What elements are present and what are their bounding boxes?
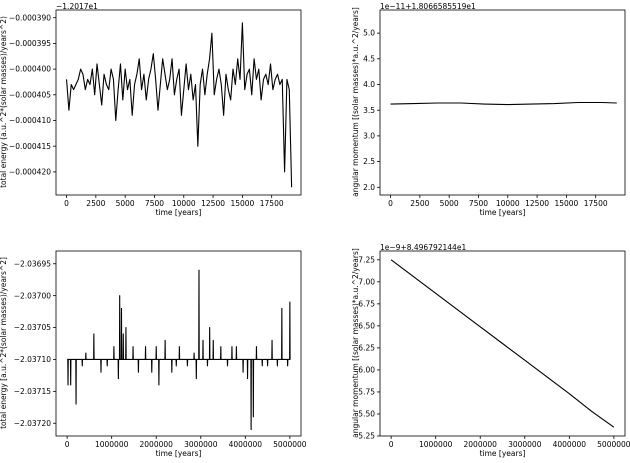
x-tick-label: 1000000 xyxy=(95,440,129,449)
x-axis: 0 1000000 2000000 3000000 4000000 5000000 xyxy=(389,436,630,449)
y-tick-label: 6.25 xyxy=(358,344,375,353)
plot-frame xyxy=(55,9,302,196)
x-tick-label: 7500 xyxy=(469,199,488,208)
series-line xyxy=(390,101,617,106)
y-tick-label: −0.000395 xyxy=(9,39,51,48)
y-tick-label: 7.00 xyxy=(358,277,375,286)
x-axis-label: time [years] xyxy=(156,449,202,458)
x-tick-label: 0 xyxy=(388,199,393,208)
x-tick-label: 7500 xyxy=(145,199,164,208)
y-tick-label: −2.03705 xyxy=(14,323,52,332)
chart-angular-momentum-short: 1e−11+1.8066585519e1 0 2500 5000 7500 10000 1… xyxy=(351,2,626,217)
x-axis: 0 2500 5000 7500 10000 12500 15000 17500 xyxy=(64,195,284,208)
offset-text: −1.2017e1 xyxy=(56,2,98,11)
y-tick-label: 7.25 xyxy=(358,255,375,264)
x-tick-label: 0 xyxy=(65,440,70,449)
y-tick-label: −2.03720 xyxy=(14,419,52,428)
offset-text: 1e−11+1.8066585519e1 xyxy=(380,2,476,11)
y-tick-label: 6.50 xyxy=(358,321,375,330)
chart-angular-momentum-long: 1e−9+8.496792144e1 0 1000000 2000000 300000… xyxy=(351,243,630,458)
x-tick-label: 15000 xyxy=(230,199,254,208)
x-tick-label: 4000000 xyxy=(229,440,263,449)
x-axis-label: time [years] xyxy=(156,208,202,217)
y-axis: 5.25 5.50 5.75 6.00 6.25 6.50 6.75 7.00 7.25 xyxy=(358,255,380,441)
x-axis: 0 2500 5000 7500 10000 12500 15000 17500 xyxy=(388,195,608,208)
y-tick-label: −2.03715 xyxy=(14,387,52,396)
y-tick-label: 2.0 xyxy=(363,183,375,192)
y-tick-label: −0.000415 xyxy=(9,142,51,151)
y-axis-label: total energy [a.u.^2*(solar masses)/year… xyxy=(0,257,8,429)
chart-energy-short: −1.2017e1 0 2500 5000 7500 10000 12500 15000 17… xyxy=(0,2,302,217)
x-tick-label: 0 xyxy=(64,199,69,208)
series-line xyxy=(67,269,291,431)
x-tick-label: 1000000 xyxy=(419,440,453,449)
y-tick-label: 6.75 xyxy=(358,299,375,308)
x-tick-label: 10000 xyxy=(172,199,196,208)
y-axis-label: angular momentum [(solar masses)*a.u.^2/… xyxy=(351,248,360,438)
x-tick-label: 5000 xyxy=(440,199,459,208)
series-line xyxy=(66,22,293,188)
plot-area xyxy=(390,259,615,428)
x-tick-label: 5000000 xyxy=(273,440,307,449)
x-tick-label: 3000000 xyxy=(184,440,218,449)
y-tick-label: 3.5 xyxy=(363,106,375,115)
y-axis-label: angular momentum [(solar masses)*a.u.^2/… xyxy=(351,7,360,197)
x-axis-label: time [years] xyxy=(480,208,526,217)
y-tick-label: −0.000405 xyxy=(9,90,51,99)
plot-frame xyxy=(379,9,626,196)
x-tick-label: 17500 xyxy=(584,199,608,208)
x-tick-label: 5000 xyxy=(116,199,135,208)
y-tick-label: −2.03695 xyxy=(14,259,52,268)
y-tick-label: 5.75 xyxy=(358,388,375,397)
y-tick-label: 5.25 xyxy=(358,432,375,441)
y-tick-label: 3.0 xyxy=(363,132,375,141)
x-axis: 0 1000000 2000000 3000000 4000000 5000000 xyxy=(65,436,307,449)
x-tick-label: 5000000 xyxy=(597,440,630,449)
plot-frame xyxy=(55,250,302,437)
y-tick-label: −0.000410 xyxy=(9,116,51,125)
x-tick-label: 3000000 xyxy=(508,440,542,449)
x-tick-label: 2500 xyxy=(86,199,105,208)
plot-area xyxy=(66,22,293,188)
plot-area xyxy=(67,269,291,431)
plot-frame xyxy=(379,250,626,437)
y-tick-label: 5.0 xyxy=(363,29,375,38)
y-tick-label: −0.000400 xyxy=(9,65,51,74)
y-tick-label: 6.00 xyxy=(358,366,375,375)
y-axis: 2.0 2.5 3.0 3.5 4.0 4.5 5.0 xyxy=(363,29,380,192)
x-tick-label: 0 xyxy=(389,440,394,449)
x-tick-label: 12500 xyxy=(525,199,549,208)
x-tick-label: 4000000 xyxy=(553,440,587,449)
y-tick-label: 4.5 xyxy=(363,54,375,63)
y-tick-label: −2.03700 xyxy=(14,291,52,300)
series-line xyxy=(390,259,615,428)
x-tick-label: 2000000 xyxy=(140,440,174,449)
y-tick-label: −0.000420 xyxy=(9,167,51,176)
chart-energy-long: 0 1000000 2000000 3000000 4000000 5000000 −2.… xyxy=(0,250,307,458)
x-tick-label: 15000 xyxy=(554,199,578,208)
x-tick-label: 2000000 xyxy=(464,440,498,449)
y-tick-label: 2.5 xyxy=(363,157,375,166)
x-axis-label: time [years] xyxy=(480,449,526,458)
y-tick-label: −0.000390 xyxy=(9,13,51,22)
y-tick-label: 5.50 xyxy=(358,410,375,419)
y-tick-label: 4.0 xyxy=(363,80,375,89)
offset-text: 1e−9+8.496792144e1 xyxy=(380,243,466,252)
plot-area xyxy=(390,101,617,106)
x-tick-label: 2500 xyxy=(410,199,429,208)
x-tick-label: 10000 xyxy=(496,199,520,208)
x-tick-label: 12500 xyxy=(201,199,225,208)
y-axis: −0.000390 −0.000395 −0.000400 −0.000405 −0.0… xyxy=(9,13,56,176)
y-tick-label: −2.03710 xyxy=(14,355,52,364)
y-axis-label: total energy (a.u.^2*(solar masses)/year… xyxy=(0,16,8,188)
y-axis: −2.03695 −2.03700 −2.03705 −2.03710 −2.03715… xyxy=(14,259,56,428)
x-tick-label: 17500 xyxy=(260,199,284,208)
